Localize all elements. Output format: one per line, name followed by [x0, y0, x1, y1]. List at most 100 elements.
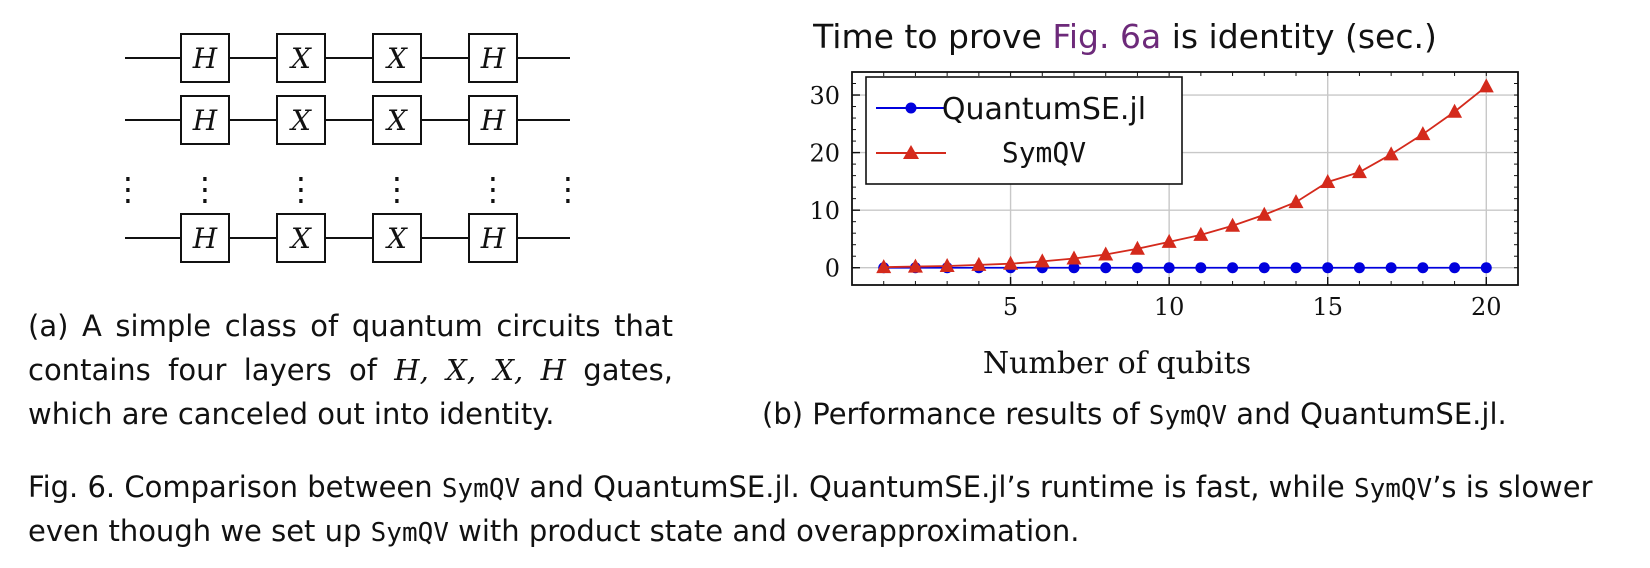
- y-tick-label: 0: [825, 255, 840, 283]
- chart-ticks: 5 10 15 20 0 10 20 30: [809, 71, 1519, 321]
- y-tick-label: 10: [809, 197, 840, 225]
- gate-box: [180, 95, 230, 145]
- data-point-symqv: [1478, 78, 1494, 93]
- data-point-symqv: [971, 256, 987, 271]
- data-point-quantumse-jl: [1258, 262, 1270, 274]
- data-point-symqv: [1161, 233, 1177, 248]
- chart-panel: Time to prove Fig. 6a is identity (sec.)…: [809, 17, 1519, 381]
- data-point-quantumse-jl: [1353, 262, 1365, 274]
- gate-box: [372, 95, 422, 145]
- caption-a-text1: (a) A simple class of quantum circuits t…: [28, 309, 673, 387]
- gate-box: [372, 213, 422, 263]
- gate-label: X: [289, 104, 312, 137]
- figure-caption-label: Fig. 6.: [28, 470, 116, 504]
- vertical-ellipsis: ⋮: [552, 170, 584, 208]
- gate-box: [468, 213, 518, 263]
- chart-title-pre: Time to prove: [812, 17, 1052, 56]
- figure-caption-tool-3: SymQV: [370, 518, 449, 548]
- data-point-quantumse-jl: [1163, 262, 1175, 274]
- data-point-quantumse-jl: [1385, 262, 1397, 274]
- chart-title-ref: Fig. 6a: [1052, 17, 1161, 56]
- vertical-ellipsis: ⋮: [477, 170, 509, 208]
- gate-label: X: [385, 222, 408, 255]
- data-point-symqv: [1193, 226, 1209, 241]
- figure-caption-tool-2: SymQV: [1353, 474, 1433, 504]
- data-point-quantumse-jl: [1195, 262, 1207, 274]
- data-point-symqv: [1320, 173, 1336, 188]
- gate-label: H: [480, 222, 506, 255]
- data-point-symqv: [1129, 240, 1145, 255]
- legend-label-symqv: SymQV: [1002, 136, 1086, 169]
- x-tick-label: 15: [1312, 293, 1343, 321]
- x-tick-label: 20: [1471, 293, 1502, 321]
- vertical-ellipsis: ⋮: [285, 170, 317, 208]
- quantum-circuit-diagram: H X X HH X X HH X X H⋮ ⋮ ⋮ ⋮ ⋮ ⋮: [112, 33, 584, 263]
- gate-label: H: [480, 104, 506, 137]
- figure-caption-tool-1: SymQV: [441, 474, 521, 504]
- gate-box: [276, 95, 326, 145]
- data-point-quantumse-jl: [1322, 262, 1334, 274]
- gate-box: [468, 33, 518, 83]
- gate-box: [276, 213, 326, 263]
- gate-box: [180, 213, 230, 263]
- plot-frame: [851, 71, 1519, 286]
- legend-box: [865, 76, 1183, 185]
- figure-caption-p1: Comparison between: [115, 470, 442, 504]
- figure-caption-p4: with product state and overapproximation…: [448, 514, 1080, 548]
- gate-label: X: [385, 42, 408, 75]
- gate-label: X: [289, 42, 312, 75]
- data-point-quantumse-jl: [1480, 262, 1492, 274]
- chart-legend: QuantumSE.jl SymQV: [865, 76, 1183, 185]
- figure-caption-p2: and QuantumSE.jl. QuantumSE.jl’s runtime…: [520, 470, 1354, 504]
- legend-marker-symqv: [903, 145, 919, 159]
- data-point-quantumse-jl: [1449, 262, 1461, 274]
- chart-title: Time to prove Fig. 6a is identity (sec.): [812, 17, 1437, 56]
- caption-a-text2: gates, which are canceled out into ident…: [28, 353, 674, 431]
- data-point-quantumse-jl: [1100, 262, 1112, 274]
- data-point-quantumse-jl: [1227, 262, 1239, 274]
- data-point-symqv: [1256, 206, 1272, 221]
- data-point-quantumse-jl: [1068, 262, 1080, 274]
- figure-caption-p3: ’s is slower even though we set up: [28, 470, 1593, 548]
- caption-b-pre: (b) Performance results of: [762, 397, 1149, 431]
- gate-box: [372, 33, 422, 83]
- chart-series: [876, 78, 1494, 274]
- data-point-symqv: [1098, 246, 1114, 261]
- chart-axes: [851, 71, 1519, 286]
- data-point-quantumse-jl: [1131, 262, 1143, 274]
- gate-box: [180, 33, 230, 83]
- vertical-ellipsis: ⋮: [381, 170, 413, 208]
- gate-label: X: [289, 222, 312, 255]
- data-point-symqv: [1003, 255, 1019, 270]
- chart-title-post: is identity (sec.): [1161, 17, 1437, 56]
- y-tick-label: 20: [809, 140, 840, 168]
- vertical-ellipsis: ⋮: [189, 170, 221, 208]
- x-tick-label: 10: [1154, 293, 1185, 321]
- gate-box: [468, 95, 518, 145]
- data-point-symqv: [1225, 217, 1241, 232]
- figure-caption: Fig. 6. Comparison between SymQV and Qua…: [28, 466, 1628, 554]
- caption-a: (a) A simple class of quantum circuits t…: [28, 304, 673, 436]
- data-point-quantumse-jl: [1290, 262, 1302, 274]
- gate-box: [276, 33, 326, 83]
- data-point-symqv: [1288, 194, 1304, 209]
- vertical-ellipsis: ⋮: [112, 170, 144, 208]
- caption-b-tool: SymQV: [1148, 401, 1228, 431]
- data-point-quantumse-jl: [1417, 262, 1429, 274]
- x-tick-label: 5: [1003, 293, 1018, 321]
- gate-label: H: [192, 42, 218, 75]
- gate-label: H: [480, 42, 506, 75]
- legend-marker-quantumse: [905, 102, 917, 114]
- data-point-symqv: [1447, 103, 1463, 118]
- data-point-symqv: [907, 258, 923, 273]
- data-point-symqv: [1383, 146, 1399, 161]
- caption-b-mid: and QuantumSE.jl.: [1227, 397, 1507, 431]
- gate-label: H: [192, 104, 218, 137]
- legend-label-quantumse: QuantumSE.jl: [942, 92, 1146, 127]
- data-point-symqv: [1034, 253, 1050, 268]
- data-point-symqv: [1415, 126, 1431, 141]
- caption-b: (b) Performance results of SymQV and Qua…: [762, 392, 1562, 438]
- data-point-symqv: [939, 258, 955, 273]
- data-point-symqv: [1066, 250, 1082, 265]
